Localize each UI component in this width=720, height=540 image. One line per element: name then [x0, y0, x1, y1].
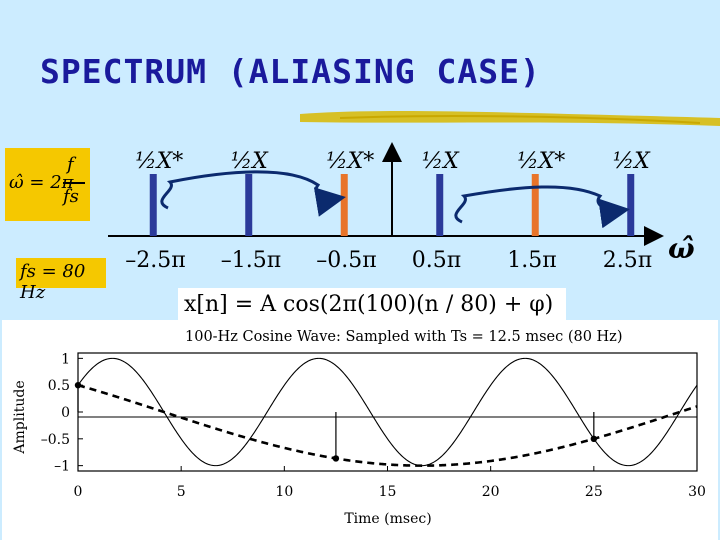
omega-definition-box: ω̂ = 2π f fs: [5, 148, 90, 221]
spectrum-amplitude-label-3: ½X: [422, 149, 460, 174]
sampling-rate-text: fs = 80 Hz: [20, 261, 86, 303]
spectrum-amplitude-label-5: ½X: [613, 149, 651, 174]
spectrum-tick-label-3: 0.5π: [411, 248, 462, 273]
plot-title: 100-Hz Cosine Wave: Sampled with Ts = 12…: [185, 329, 623, 345]
y-tick-label-4: –1: [54, 459, 70, 475]
x-axis-title: Time (msec): [344, 511, 431, 527]
frequency-axis-symbol: ω̂: [668, 232, 695, 265]
spectrum-amplitude-label-0: ½X*: [135, 149, 183, 174]
alias-wave-line: [77, 383, 698, 467]
omega-fraction-bar: [63, 182, 85, 184]
x-tick-label-0: 0: [74, 484, 83, 500]
x-tick-label-6: 30: [688, 484, 706, 500]
x-tick-label-3: 15: [379, 484, 397, 500]
y-tick-label-0: 1: [61, 351, 70, 367]
sampling-rate-box: fs = 80 Hz: [16, 258, 106, 303]
slide-title: SPECTRUM (ALIASING CASE): [40, 52, 541, 91]
spectrum-tick-label-5: 2.5π: [602, 248, 653, 273]
x-tick-label-5: 25: [585, 484, 603, 500]
x-tick-label-4: 20: [482, 484, 500, 500]
x-tick-label-1: 5: [177, 484, 186, 500]
spectrum-tick-label-4: 1.5π: [507, 248, 557, 273]
cosine-wave-line: [77, 357, 698, 467]
omega-fraction-numerator: f: [67, 154, 74, 175]
spectrum-diagram: ½X* ½X ½X* ½X ½X* ½X ω̂: [108, 142, 695, 265]
spectrum-tick-label-1: –1.5π: [220, 248, 282, 273]
omega-hat-definition: ω̂ = 2π: [9, 172, 74, 193]
spectrum-tick-label-2: –0.5π: [316, 248, 377, 273]
spectrum-tick-label-0: –2.5π: [125, 248, 186, 273]
spectrum-amplitude-label-2: ½X*: [326, 149, 374, 174]
title-underline-brush: [300, 111, 720, 126]
aliasing-arrow-right: [454, 185, 630, 229]
y-tick-label-2: 0: [61, 405, 70, 421]
y-tick-label-1: 0.5: [48, 378, 70, 394]
sampled-wave-plot-panel: [2, 320, 718, 540]
sampled-signal-formula: x[n] = A cos(2π(100)(n / 80) + φ): [178, 288, 566, 322]
sample-point-2: [590, 435, 598, 443]
omega-fraction-denominator: fs: [63, 186, 79, 207]
aliasing-arrow-left: [160, 170, 346, 217]
y-axis-title: Amplitude: [12, 380, 28, 454]
y-tick-label-3: –0.5: [41, 432, 70, 448]
sample-point-1: [332, 455, 340, 462]
plot-frame: [77, 352, 698, 472]
spectrum-amplitude-label-4: ½X*: [517, 149, 565, 174]
spectrum-amplitude-label-1: ½X: [231, 149, 269, 174]
x-tick-label-2: 10: [275, 484, 293, 500]
